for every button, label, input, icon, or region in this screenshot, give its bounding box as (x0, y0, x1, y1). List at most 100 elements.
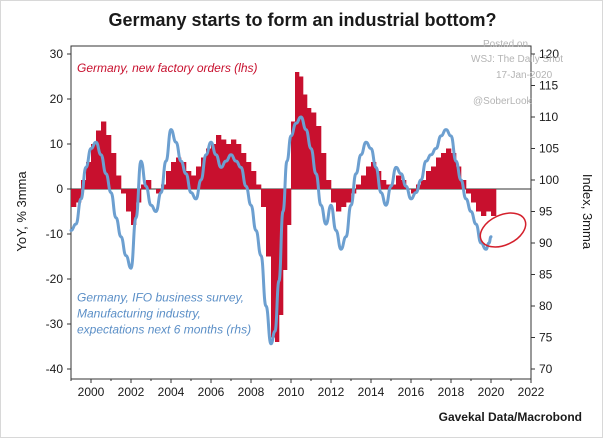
x-tick-label: 2004 (158, 385, 185, 399)
left-tick-label: 20 (50, 92, 64, 106)
bar (441, 153, 447, 189)
bar (206, 148, 212, 189)
bar (486, 189, 492, 212)
right-tick-label: 85 (539, 268, 553, 282)
bar (391, 184, 397, 189)
bar (436, 157, 442, 189)
ifo-annotation: Manufacturing industry, (77, 307, 201, 321)
bar (396, 175, 402, 189)
bar (316, 126, 322, 189)
bar (101, 121, 107, 189)
bar (471, 189, 477, 203)
bar (166, 171, 172, 189)
bar (275, 189, 280, 342)
bar (196, 166, 202, 189)
right-tick-label: 110 (539, 110, 558, 124)
right-tick-label: 90 (539, 236, 553, 250)
bar (326, 180, 332, 189)
right-tick-label: 75 (539, 331, 553, 345)
x-tick-label: 2002 (118, 385, 145, 399)
right-tick-label: 115 (539, 79, 558, 93)
x-tick-label: 2016 (398, 385, 425, 399)
watermark-line-2: WSJ: The Daily Shot (471, 54, 564, 65)
bar (76, 189, 82, 203)
x-tick-label: 2012 (318, 385, 345, 399)
highlight-ellipse (479, 212, 527, 248)
right-tick-label: 80 (539, 299, 553, 313)
left-tick-label: -10 (46, 227, 64, 241)
bar (283, 189, 288, 270)
bar (466, 189, 472, 194)
x-tick-label: 2000 (78, 385, 105, 399)
bar (287, 189, 292, 225)
bar (181, 162, 187, 189)
bar (336, 189, 342, 212)
plot-border (70, 45, 532, 380)
bar (266, 189, 272, 257)
right-tick-label: 105 (539, 142, 559, 156)
watermark-line-3: 17-Jan-2020 (496, 70, 553, 81)
bar (176, 157, 182, 189)
bar (156, 189, 162, 194)
factory-orders-annotation: Germany, new factory orders (lhs) (77, 61, 258, 75)
x-tick-label: 2014 (358, 385, 385, 399)
bar (126, 189, 132, 212)
left-tick-label: -40 (46, 362, 64, 376)
bar (256, 184, 262, 189)
bar (361, 175, 367, 189)
bar (451, 153, 457, 189)
bar (261, 189, 267, 207)
bar (299, 76, 304, 189)
left-tick-label: 30 (50, 47, 64, 61)
right-axis-label: Index, 3mma (580, 174, 595, 250)
right-tick-label: 120 (539, 47, 559, 61)
ifo-annotation: expectations next 6 months (rhs) (77, 323, 251, 337)
bar (356, 184, 362, 189)
ifo-line (69, 115, 493, 346)
bar (96, 130, 102, 189)
bar (111, 153, 117, 189)
left-tick-label: 10 (50, 137, 64, 151)
x-tick-label: 2010 (278, 385, 305, 399)
bar (231, 139, 237, 189)
bar (426, 171, 432, 189)
bar (226, 144, 232, 189)
bar (421, 180, 427, 189)
bar (191, 175, 197, 189)
bar (331, 189, 337, 203)
right-tick-label: 100 (539, 173, 559, 187)
chart-title: Germany starts to form an industrial bot… (108, 10, 497, 30)
x-tick-label: 2018 (438, 385, 465, 399)
bar (271, 189, 276, 338)
bar (131, 189, 137, 225)
right-tick-label: 95 (539, 205, 553, 219)
left-tick-label: -20 (46, 272, 64, 286)
bar (476, 189, 482, 212)
bar (381, 180, 387, 189)
bar (251, 171, 257, 189)
x-tick-label: 2008 (238, 385, 265, 399)
bar (71, 189, 77, 207)
bar (481, 189, 487, 216)
left-tick-label: -30 (46, 317, 64, 331)
bar (295, 72, 300, 189)
bar (246, 162, 252, 189)
bar (366, 166, 372, 189)
bar (303, 94, 308, 189)
x-tick-label: 2020 (478, 385, 505, 399)
bar (141, 184, 147, 189)
bar (446, 148, 452, 189)
bar (86, 162, 92, 189)
bar (106, 135, 112, 189)
bar (491, 189, 497, 216)
bar (91, 144, 97, 189)
ifo-annotation: Germany, IFO business survey, (77, 291, 244, 305)
bar (211, 144, 217, 189)
x-tick-label: 2022 (518, 385, 545, 399)
watermark-line-1: Posted on (483, 39, 529, 50)
watermark-line-4: @SoberLook (473, 96, 532, 107)
bar (371, 162, 377, 189)
bar (291, 121, 296, 189)
